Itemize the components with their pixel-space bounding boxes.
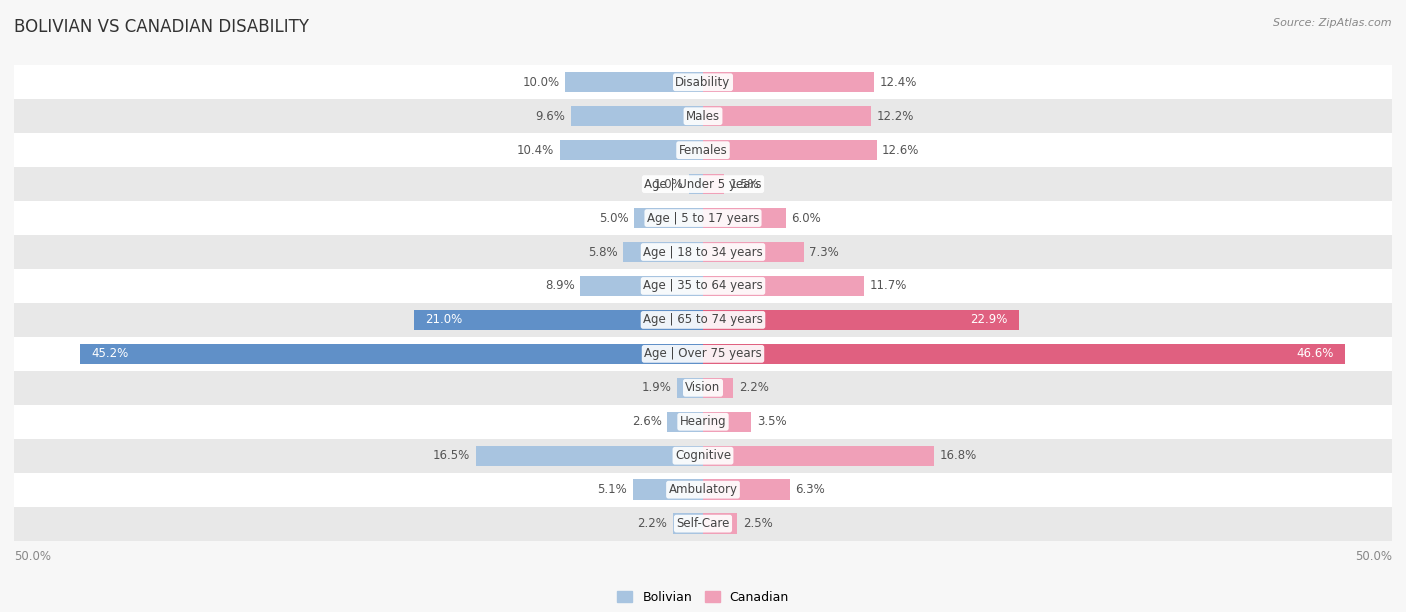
Text: Age | 35 to 64 years: Age | 35 to 64 years	[643, 280, 763, 293]
Text: 12.4%: 12.4%	[879, 76, 917, 89]
Text: 12.6%: 12.6%	[882, 144, 920, 157]
Bar	[565, 72, 703, 92]
Bar	[14, 507, 1392, 540]
Text: Source: ZipAtlas.com: Source: ZipAtlas.com	[1274, 18, 1392, 28]
Bar	[14, 201, 1392, 235]
Text: 2.2%: 2.2%	[738, 381, 769, 394]
Bar	[14, 235, 1392, 269]
Text: 16.5%: 16.5%	[433, 449, 470, 462]
Bar	[80, 344, 703, 364]
Text: 9.6%: 9.6%	[536, 110, 565, 122]
Text: 5.1%: 5.1%	[598, 483, 627, 496]
Legend: Bolivian, Canadian: Bolivian, Canadian	[612, 586, 794, 609]
Text: 1.0%: 1.0%	[654, 177, 683, 190]
Text: Vision: Vision	[685, 381, 721, 394]
Text: 12.2%: 12.2%	[876, 110, 914, 122]
Bar	[703, 513, 738, 534]
Bar	[703, 140, 876, 160]
Bar	[703, 276, 865, 296]
Bar	[571, 106, 703, 127]
Bar	[703, 378, 734, 398]
Bar	[633, 479, 703, 500]
Text: 10.4%: 10.4%	[517, 144, 554, 157]
Text: Cognitive: Cognitive	[675, 449, 731, 462]
Bar	[703, 412, 751, 432]
Text: 50.0%: 50.0%	[1355, 550, 1392, 563]
Text: Age | 18 to 34 years: Age | 18 to 34 years	[643, 245, 763, 258]
Bar	[703, 344, 1346, 364]
Text: 10.0%: 10.0%	[523, 76, 560, 89]
Bar	[14, 439, 1392, 472]
Text: 6.0%: 6.0%	[792, 212, 821, 225]
Bar	[413, 310, 703, 330]
Bar	[14, 65, 1392, 99]
Bar	[703, 106, 872, 127]
Bar	[668, 412, 703, 432]
Bar	[672, 513, 703, 534]
Bar	[14, 371, 1392, 405]
Text: 22.9%: 22.9%	[970, 313, 1008, 326]
Text: Females: Females	[679, 144, 727, 157]
Text: 5.0%: 5.0%	[599, 212, 628, 225]
Bar	[703, 174, 724, 194]
Text: Males: Males	[686, 110, 720, 122]
Text: 3.5%: 3.5%	[756, 416, 786, 428]
Bar	[14, 337, 1392, 371]
Text: 2.2%: 2.2%	[637, 517, 668, 530]
Text: Age | Over 75 years: Age | Over 75 years	[644, 348, 762, 360]
Bar	[14, 303, 1392, 337]
Text: 1.9%: 1.9%	[641, 381, 671, 394]
Bar	[703, 479, 790, 500]
Bar	[560, 140, 703, 160]
Bar	[14, 405, 1392, 439]
Text: Hearing: Hearing	[679, 416, 727, 428]
Bar	[14, 133, 1392, 167]
Bar	[634, 208, 703, 228]
Bar	[703, 310, 1018, 330]
Text: 45.2%: 45.2%	[91, 348, 128, 360]
Text: Age | 5 to 17 years: Age | 5 to 17 years	[647, 212, 759, 225]
Bar	[14, 99, 1392, 133]
Bar	[703, 72, 875, 92]
Bar	[703, 242, 804, 262]
Text: 21.0%: 21.0%	[425, 313, 463, 326]
Text: Age | Under 5 years: Age | Under 5 years	[644, 177, 762, 190]
Bar	[703, 446, 935, 466]
Text: 46.6%: 46.6%	[1296, 348, 1334, 360]
Text: 8.9%: 8.9%	[546, 280, 575, 293]
Text: 50.0%: 50.0%	[14, 550, 51, 563]
Text: BOLIVIAN VS CANADIAN DISABILITY: BOLIVIAN VS CANADIAN DISABILITY	[14, 18, 309, 36]
Bar	[14, 472, 1392, 507]
Bar	[623, 242, 703, 262]
Bar	[14, 269, 1392, 303]
Text: Self-Care: Self-Care	[676, 517, 730, 530]
Bar	[676, 378, 703, 398]
Text: 5.8%: 5.8%	[588, 245, 617, 258]
Text: 1.5%: 1.5%	[730, 177, 759, 190]
Bar	[703, 208, 786, 228]
Text: 11.7%: 11.7%	[870, 280, 907, 293]
Bar	[475, 446, 703, 466]
Text: 16.8%: 16.8%	[941, 449, 977, 462]
Bar	[581, 276, 703, 296]
Bar	[14, 167, 1392, 201]
Text: Disability: Disability	[675, 76, 731, 89]
Text: 6.3%: 6.3%	[796, 483, 825, 496]
Text: 2.5%: 2.5%	[742, 517, 773, 530]
Text: 7.3%: 7.3%	[808, 245, 839, 258]
Text: Ambulatory: Ambulatory	[668, 483, 738, 496]
Text: 2.6%: 2.6%	[631, 416, 662, 428]
Text: Age | 65 to 74 years: Age | 65 to 74 years	[643, 313, 763, 326]
Bar	[689, 174, 703, 194]
